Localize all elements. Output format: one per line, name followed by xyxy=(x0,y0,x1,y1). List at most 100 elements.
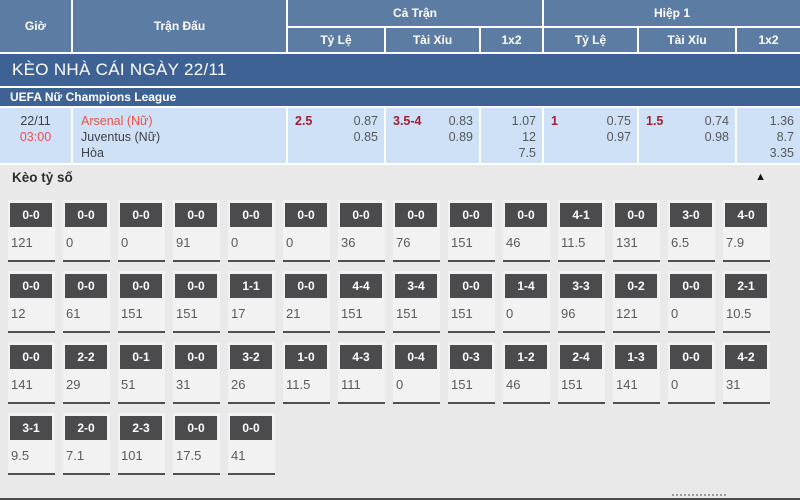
score-cell[interactable]: 0-0 141 xyxy=(8,342,55,404)
score-cell[interactable]: 0-0 0 xyxy=(668,342,715,404)
score-odds-value: 111 xyxy=(341,377,361,392)
score-label: 4-1 xyxy=(560,203,602,227)
score-cell[interactable]: 0-0 76 xyxy=(393,200,440,262)
score-cell[interactable]: 4-0 7.9 xyxy=(723,200,770,262)
score-cell[interactable]: 3-4 151 xyxy=(393,271,440,333)
score-cell[interactable]: 0-3 151 xyxy=(448,342,495,404)
score-cell[interactable]: 0-0 0 xyxy=(668,271,715,333)
score-cell[interactable]: 0-0 131 xyxy=(613,200,660,262)
score-cell[interactable]: 0-0 12 xyxy=(8,271,55,333)
score-cell[interactable]: 0-0 17.5 xyxy=(173,413,220,475)
full-1x2-draw-odds[interactable]: 7.5 xyxy=(518,146,536,160)
score-cell[interactable]: 0-0 0 xyxy=(228,200,275,262)
score-odds-value: 76 xyxy=(396,235,411,250)
header-full-match-group: Cả Trận xyxy=(288,0,542,26)
score-cell[interactable]: 0-0 21 xyxy=(283,271,330,333)
full-1x2-cell[interactable]: 1.07 12 7.5 xyxy=(481,108,542,163)
full-under-odds[interactable]: 0.89 xyxy=(448,130,473,144)
score-label: 0-0 xyxy=(670,274,712,298)
full-handicap-over-odds[interactable]: 0.87 xyxy=(353,114,378,128)
score-cell[interactable]: 3-0 6.5 xyxy=(668,200,715,262)
score-odds-value: 36 xyxy=(341,235,356,250)
full-handicap-cell[interactable]: 2.5 0.87 0.85 xyxy=(288,108,384,163)
score-odds-value: 17 xyxy=(231,306,246,321)
half-1x2-away-odds[interactable]: 8.7 xyxy=(776,130,794,144)
score-cell[interactable]: 2-3 101 xyxy=(118,413,165,475)
score-label: 1-3 xyxy=(615,345,657,369)
score-cell[interactable]: 4-2 31 xyxy=(723,342,770,404)
half-handicap-under-odds[interactable]: 0.97 xyxy=(606,130,631,144)
half-1x2-draw-odds[interactable]: 3.35 xyxy=(769,146,794,160)
score-cell[interactable]: 1-1 17 xyxy=(228,271,275,333)
score-cell[interactable]: 0-0 46 xyxy=(503,200,550,262)
score-label: 0-0 xyxy=(670,345,712,369)
score-label: 3-3 xyxy=(560,274,602,298)
score-cell[interactable]: 3-2 26 xyxy=(228,342,275,404)
score-cell[interactable]: 2-0 7.1 xyxy=(63,413,110,475)
score-cell[interactable]: 4-4 151 xyxy=(338,271,385,333)
full-handicap-under-odds[interactable]: 0.85 xyxy=(353,130,378,144)
score-cell[interactable]: 4-1 11.5 xyxy=(558,200,605,262)
score-cell[interactable]: 0-0 31 xyxy=(173,342,220,404)
half-handicap-over-odds[interactable]: 0.75 xyxy=(606,114,631,128)
score-cell[interactable]: 0-4 0 xyxy=(393,342,440,404)
resize-grip[interactable] xyxy=(672,494,726,496)
full-1x2-home-odds[interactable]: 1.07 xyxy=(511,114,536,128)
match-row: 22/11 03:00 Arsenal (Nữ) Juventus (Nữ) H… xyxy=(0,108,800,163)
half-over-odds[interactable]: 0.74 xyxy=(704,114,729,128)
score-cell[interactable]: 0-0 41 xyxy=(228,413,275,475)
score-cell[interactable]: 0-0 91 xyxy=(173,200,220,262)
score-label: 0-0 xyxy=(175,416,217,440)
score-cell[interactable]: 1-0 11.5 xyxy=(283,342,330,404)
score-label: 0-0 xyxy=(10,274,52,298)
full-overunder-cell[interactable]: 3.5-4 0.83 0.89 xyxy=(386,108,479,163)
half-under-odds[interactable]: 0.98 xyxy=(704,130,729,144)
score-odds-value: 31 xyxy=(726,377,741,392)
score-cell[interactable]: 0-0 151 xyxy=(448,271,495,333)
score-cell[interactable]: 2-2 29 xyxy=(63,342,110,404)
score-cell[interactable]: 1-2 46 xyxy=(503,342,550,404)
score-cell[interactable]: 0-2 121 xyxy=(613,271,660,333)
half-1x2-home-odds[interactable]: 1.36 xyxy=(769,114,794,128)
header-half-handicap: Tỷ Lệ xyxy=(544,28,637,52)
score-cell[interactable]: 0-0 151 xyxy=(173,271,220,333)
score-cell[interactable]: 2-1 10.5 xyxy=(723,271,770,333)
score-label: 1-1 xyxy=(230,274,272,298)
score-cell[interactable]: 3-1 9.5 xyxy=(8,413,55,475)
score-cell[interactable]: 1-4 0 xyxy=(503,271,550,333)
collapse-arrow-icon[interactable]: ▲ xyxy=(755,171,766,183)
score-cell[interactable]: 0-0 121 xyxy=(8,200,55,262)
away-team-name[interactable]: Juventus (Nữ) xyxy=(81,130,161,144)
score-odds-value: 10.5 xyxy=(726,306,752,321)
score-cell[interactable]: 4-3 111 xyxy=(338,342,385,404)
half-handicap-cell[interactable]: 1 0.75 0.97 xyxy=(544,108,637,163)
correct-score-title: Kèo tỷ số xyxy=(12,170,73,185)
score-cell[interactable]: 0-0 0 xyxy=(118,200,165,262)
score-cell[interactable]: 0-0 36 xyxy=(338,200,385,262)
half-1x2-cell[interactable]: 1.36 8.7 3.35 xyxy=(737,108,800,163)
score-cell[interactable]: 0-0 61 xyxy=(63,271,110,333)
score-cell[interactable]: 0-0 151 xyxy=(448,200,495,262)
score-cell[interactable]: 0-0 0 xyxy=(283,200,330,262)
score-cell[interactable]: 0-1 51 xyxy=(118,342,165,404)
score-label: 0-4 xyxy=(395,345,437,369)
full-1x2-away-odds[interactable]: 12 xyxy=(522,130,536,144)
score-label: 0-0 xyxy=(450,203,492,227)
score-odds-value: 121 xyxy=(11,235,33,250)
score-odds-value: 151 xyxy=(341,306,363,321)
match-time: 03:00 xyxy=(19,130,52,144)
score-cell[interactable]: 2-4 151 xyxy=(558,342,605,404)
score-odds-value: 12 xyxy=(11,306,26,321)
score-cell[interactable]: 3-3 96 xyxy=(558,271,605,333)
match-teams-cell[interactable]: Arsenal (Nữ) Juventus (Nữ) Hòa xyxy=(73,108,286,163)
score-odds-value: 7.9 xyxy=(726,235,745,250)
home-team-name[interactable]: Arsenal (Nữ) xyxy=(81,114,153,128)
header-full-handicap: Tỷ Lệ xyxy=(288,28,384,52)
score-label: 3-4 xyxy=(395,274,437,298)
score-cell[interactable]: 0-0 151 xyxy=(118,271,165,333)
score-cell[interactable]: 1-3 141 xyxy=(613,342,660,404)
half-overunder-cell[interactable]: 1.5 0.74 0.98 xyxy=(639,108,735,163)
score-cell[interactable]: 0-0 0 xyxy=(63,200,110,262)
full-over-odds[interactable]: 0.83 xyxy=(448,114,473,128)
